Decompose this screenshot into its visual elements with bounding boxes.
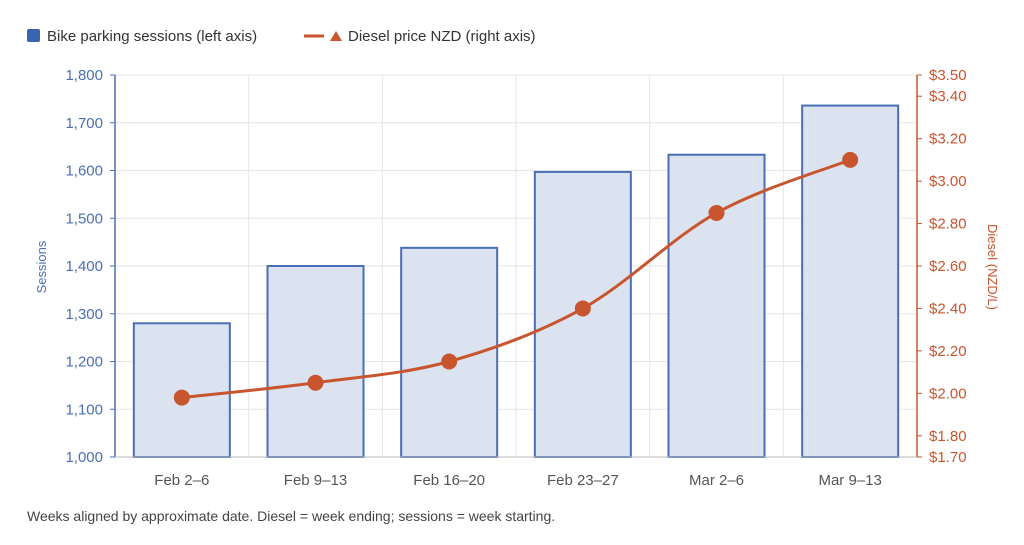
x-tick-label: Feb 23–27 (547, 472, 619, 489)
y-left-tick-label: 1,500 (65, 210, 103, 227)
footnote: Weeks aligned by approximate date. Diese… (27, 508, 556, 524)
y-right-tick-label: $3.50 (929, 67, 967, 84)
diesel-point (708, 204, 725, 221)
sessions-bar (667, 153, 766, 458)
y-right-tick-label: $2.40 (929, 300, 967, 317)
diesel-point (173, 389, 190, 406)
y-left-tick-label: 1,800 (65, 67, 103, 84)
y-right-tick-label: $1.70 (929, 449, 967, 466)
legend-bars-swatch (27, 29, 40, 42)
x-tick-label: Mar 9–13 (818, 472, 881, 489)
y-left-tick-label: 1,700 (65, 115, 103, 132)
legend-bars-label: Bike parking sessions (left axis) (47, 28, 257, 45)
diesel-point (842, 151, 859, 168)
diesel-line-layer (173, 151, 859, 406)
y-left-tick-label: 1,300 (65, 306, 103, 323)
y-right-tick-label: $3.40 (929, 88, 967, 105)
diesel-point (441, 353, 458, 370)
y-left-tick-label: 1,200 (65, 354, 103, 371)
y-left-tick-label: 1,100 (65, 401, 103, 418)
sessions-bar (266, 265, 365, 458)
y-right-axis-title: Diesel (NZD/L) (985, 224, 1000, 310)
y-left-tick-label: 1,000 (65, 449, 103, 466)
y-right-tick-label: $2.60 (929, 258, 967, 275)
y-right-tick-label: $2.20 (929, 343, 967, 360)
axes: 1,000 1,100 1,200 1,300 1,400 1,500 1,600 1,700… (65, 67, 966, 489)
y-right-tick-label: $2.00 (929, 385, 967, 402)
y-left-tick-label: 1,600 (65, 163, 103, 180)
y-left-tick-label: 1,400 (65, 258, 103, 275)
y-right-tick-label: $2.80 (929, 216, 967, 233)
x-tick-label: Feb 16–20 (413, 472, 485, 489)
x-tick-label: Feb 9–13 (284, 472, 347, 489)
legend: Bike parking sessions (left axis) Diesel… (27, 28, 536, 45)
y-right-tick-label: $3.20 (929, 131, 967, 148)
legend-line-label: Diesel price NZD (right axis) (348, 28, 536, 45)
grid (114, 74, 918, 458)
y-left-axis-title: Sessions (34, 240, 49, 293)
x-tick-label: Mar 2–6 (689, 472, 744, 489)
x-tick-label: Feb 2–6 (154, 472, 209, 489)
diesel-line (181, 158, 851, 400)
legend-line-marker-icon (330, 31, 342, 41)
diesel-point (574, 300, 591, 317)
bars (132, 104, 900, 458)
y-right-tick-label: $1.80 (929, 428, 967, 445)
diesel-point (307, 374, 324, 391)
y-right-tick-label: $3.00 (929, 173, 967, 190)
